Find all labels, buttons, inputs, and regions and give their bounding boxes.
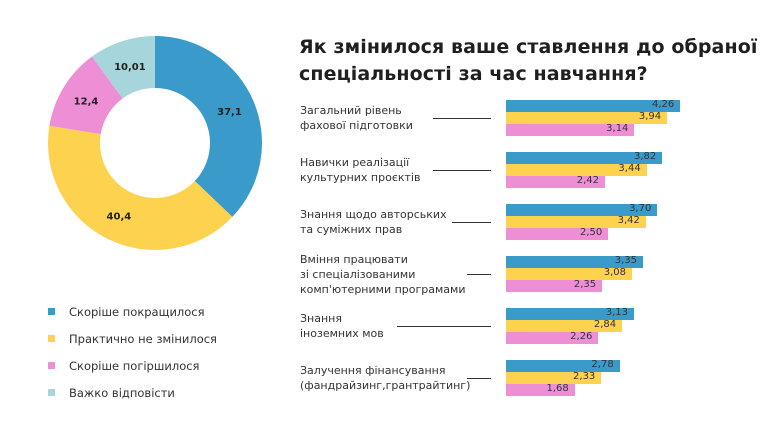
bar: 3,35	[506, 255, 643, 268]
bar-value-label: 3,70	[629, 203, 652, 214]
legend-label: Скоріше погіршилося	[69, 358, 200, 373]
bar-value-label: 3,13	[605, 307, 629, 318]
legend-label: Практично не змінилося	[69, 331, 217, 346]
bar-value-label: 3,35	[614, 255, 637, 266]
bar-value-label: 3,42	[617, 215, 640, 226]
legend-swatch	[48, 308, 55, 315]
category-label-line: зі спеціалізованими	[300, 267, 416, 281]
bar: 1,68	[506, 383, 575, 396]
bar: 3,94	[506, 111, 668, 124]
bar: 3,13	[506, 307, 635, 320]
bar-value-label: 3,94	[638, 111, 662, 122]
category-label: Навички реалізації культурних проєктів	[300, 155, 420, 185]
bar: 2,50	[506, 227, 609, 240]
category-label-line: Залучення фінансування	[300, 364, 446, 377]
connector-line	[433, 118, 491, 119]
bar: 4,26	[506, 99, 681, 112]
legend-item: Важко відповісти	[48, 379, 217, 406]
bar-value-label: 2,50	[579, 227, 603, 238]
slice-label: 40,4	[107, 212, 132, 223]
bar-value-label: 3,14	[606, 123, 629, 134]
category-label-line: та суміжних прав	[300, 223, 403, 236]
legend-swatch	[48, 389, 55, 396]
bar: 2,26	[506, 331, 599, 344]
connector-line	[467, 378, 491, 379]
category-label: Вміння працювати зі спеціалізованими комп'…	[300, 252, 465, 297]
category-label-line: (фандрайзинг,грантрайтинг)	[300, 379, 471, 392]
legend-swatch	[48, 335, 55, 342]
bar: 3,14	[506, 123, 635, 136]
bar-value-label: 4,26	[651, 99, 675, 110]
category-label: Знання щодо авторських та суміжних прав	[300, 207, 447, 237]
connector-line	[433, 170, 491, 171]
donut-slice	[92, 36, 155, 99]
bar: 2,35	[506, 279, 603, 292]
category-label: Загальний рівень фахової підготовки	[300, 103, 413, 133]
category-label-line: іноземних мов	[300, 327, 384, 340]
connector-line	[467, 274, 491, 275]
bar-value-label: 3,82	[633, 151, 657, 162]
slice-label: 10,01	[114, 62, 146, 73]
chart-title: Як змінилося ваше ставлення до обраної с…	[299, 34, 757, 88]
category-label-line: культурних проєктів	[300, 171, 421, 184]
category-label: Залучення фінансування (фандрайзинг,грант…	[300, 363, 470, 393]
donut-slice	[155, 36, 262, 217]
category-label-line: Вміння працювати	[300, 252, 408, 266]
donut-chart: 37,1 40,4 12,4 10,01	[48, 36, 262, 250]
connector-line	[397, 326, 491, 327]
slice-label: 12,4	[74, 97, 99, 108]
bar-value-label: 3,08	[603, 267, 626, 278]
donut-slice	[49, 56, 123, 135]
legend-item: Практично не змінилося	[48, 325, 217, 352]
legend-item: Скоріше погіршилося	[48, 352, 217, 379]
category-label-line: фахової підготовки	[300, 119, 413, 132]
category-label-line: Навички реалізації	[300, 156, 410, 169]
bar-value-label: 2,33	[573, 371, 596, 382]
bar-value-label: 2,42	[576, 175, 599, 186]
legend-label: Скоріше покращилося	[69, 304, 205, 319]
category-label-line: Загальний рівень	[300, 104, 402, 117]
title-line-2: спеціальності за час навчання?	[299, 63, 648, 85]
category-label-line: Знання щодо авторських	[300, 208, 447, 221]
category-label: Знання іноземних мов	[300, 311, 384, 341]
bar: 3,08	[506, 267, 632, 280]
legend: Скоріше покращилося Практично не змінилос…	[48, 298, 217, 406]
legend-label: Важко відповісти	[69, 385, 175, 400]
donut-slice	[48, 125, 233, 250]
legend-swatch	[48, 362, 55, 369]
bar-value-label: 3,44	[618, 163, 641, 174]
bar: 3,70	[506, 203, 658, 216]
slice-label: 37,1	[217, 107, 242, 118]
bar-value-label: 2,35	[573, 279, 597, 290]
legend-item: Скоріше покращилося	[48, 298, 217, 325]
bar: 2,78	[506, 359, 620, 372]
category-label-line: комп'ютерними програмами	[300, 282, 466, 296]
bar: 2,42	[506, 175, 605, 188]
bar: 3,42	[506, 215, 646, 228]
bar: 3,44	[506, 163, 647, 176]
bar: 2,84	[506, 319, 623, 332]
connector-line	[452, 222, 491, 223]
bar-value-label: 2,84	[593, 319, 617, 330]
bar: 2,33	[506, 371, 602, 384]
title-line-1: Як змінилося ваше ставлення до обраної	[299, 36, 758, 58]
bar-value-label: 1,68	[546, 383, 569, 394]
bar-value-label: 2,78	[591, 359, 614, 370]
bar: 3,82	[506, 151, 663, 164]
category-label-line: Знання	[300, 312, 342, 325]
bar-value-label: 2,26	[570, 331, 593, 342]
